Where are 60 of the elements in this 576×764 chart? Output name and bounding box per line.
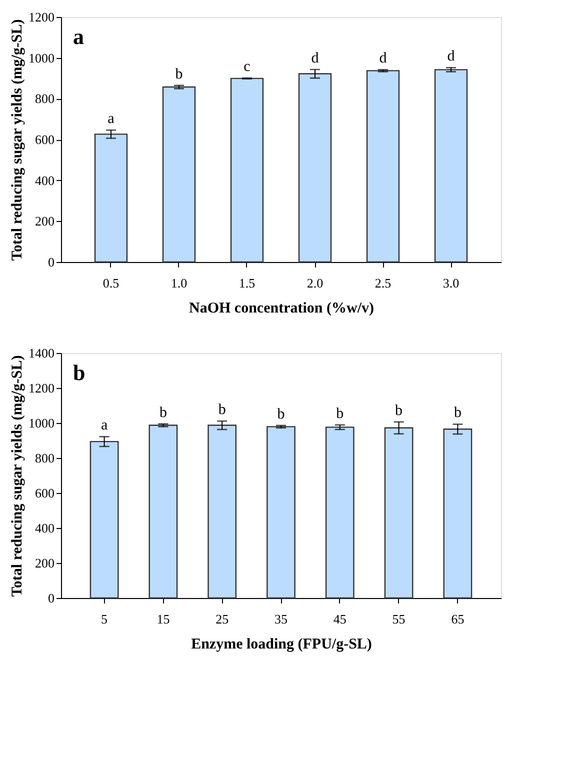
y-axis-title: Total reducing sugar yields (mg/g-SL) <box>10 19 26 261</box>
bar <box>148 424 178 599</box>
annotation: d <box>447 48 456 65</box>
bar <box>325 426 354 599</box>
chart-title: a <box>73 24 84 49</box>
y-tick-label: 400 <box>35 172 54 188</box>
y-tick-label: 200 <box>35 556 54 570</box>
bar <box>366 70 400 263</box>
x-tick-label: 0.5 <box>102 276 120 290</box>
y-tick-label: 800 <box>35 91 54 106</box>
bar <box>94 134 128 263</box>
annotation: d <box>311 50 320 66</box>
x-tick-label: 3.0 <box>442 276 460 290</box>
y-tick-label: 600 <box>35 486 54 500</box>
bar <box>443 428 472 599</box>
y-tick-label: 1000 <box>28 416 54 430</box>
annotation: b <box>336 406 344 422</box>
y-tick-label: 600 <box>35 132 54 147</box>
x-tick-label: 45 <box>333 612 346 626</box>
y-tick-label: 200 <box>35 214 54 229</box>
x-tick-label: 2.0 <box>306 276 324 290</box>
x-tick-label: 5 <box>101 612 108 626</box>
annotation: c <box>244 59 251 76</box>
bar <box>266 426 296 599</box>
x-tick-label: 1.0 <box>170 276 188 290</box>
y-tick-label: 1400 <box>28 346 54 360</box>
annotation: b <box>277 406 285 422</box>
y-tick-label: 1200 <box>28 380 54 396</box>
y-tick-label: 800 <box>35 450 54 466</box>
annotation: a <box>108 111 115 128</box>
bar <box>434 69 468 263</box>
x-axis-title: Enzyme loading (FPU/g-SL) <box>191 636 372 652</box>
annotation: b <box>159 404 167 421</box>
bar <box>208 424 237 599</box>
bar <box>230 78 264 263</box>
y-tick-label: 0 <box>48 254 54 270</box>
annotation: a <box>100 418 108 434</box>
x-tick-label: 35 <box>274 612 288 626</box>
y-tick-label: 400 <box>35 520 54 536</box>
y-tick-label: 1200 <box>28 10 54 24</box>
bar <box>384 427 414 599</box>
annotation: b <box>454 405 462 422</box>
y-tick-label: 0 <box>48 590 54 606</box>
bar <box>90 440 119 599</box>
chart-title: b <box>73 360 86 385</box>
x-axis-title: NaOH concentration (%w/v) <box>189 300 374 316</box>
x-tick-label: 65 <box>451 612 464 626</box>
x-tick-label: 2.5 <box>374 276 392 290</box>
annotation: b <box>218 402 226 418</box>
x-tick-label: 1.5 <box>238 276 256 290</box>
y-axis-title: Total reducing sugar yields (mg/g-SL) <box>10 355 26 597</box>
annotation: b <box>175 66 183 82</box>
annotation: d <box>379 50 388 67</box>
annotation: b <box>395 402 403 419</box>
bar <box>298 73 332 263</box>
bar <box>162 86 196 263</box>
y-tick-label: 1000 <box>28 50 54 66</box>
x-tick-label: 55 <box>392 612 406 626</box>
x-tick-label: 15 <box>156 612 170 626</box>
x-tick-label: 25 <box>216 612 229 626</box>
